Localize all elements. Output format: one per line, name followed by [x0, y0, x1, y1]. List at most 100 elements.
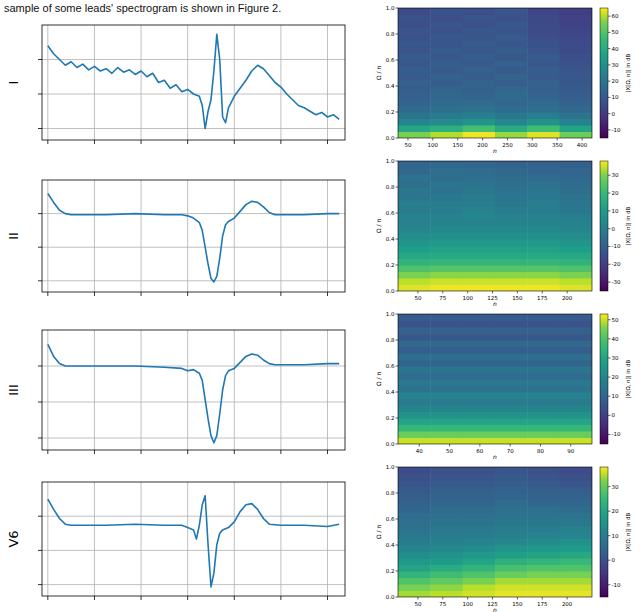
cell [495, 392, 528, 399]
tick [608, 113, 611, 114]
cell [463, 239, 496, 246]
cell [430, 233, 463, 240]
tick-label: 0 [612, 226, 616, 232]
cell [398, 21, 431, 28]
tick [407, 138, 408, 141]
tick [608, 434, 611, 435]
cell [398, 73, 431, 80]
colorbar-label: |X[Ω, n]| in dB [625, 53, 632, 92]
cell [560, 412, 592, 419]
tick-label: 0.8 [386, 184, 395, 190]
tick-label: 50 [446, 448, 453, 454]
cell [560, 314, 592, 321]
axis-label: Ω / π [375, 525, 382, 539]
tick [396, 571, 399, 572]
plot-frame [42, 482, 345, 596]
cell [430, 347, 463, 354]
cell [560, 73, 592, 80]
tick [517, 291, 518, 294]
tick [38, 128, 42, 129]
cell [398, 119, 431, 126]
tick [608, 32, 611, 33]
cell [463, 132, 496, 139]
cell [560, 571, 592, 578]
cell [398, 321, 431, 328]
cell [463, 353, 496, 360]
colorbar-label: |X[Ω, n]| in dB [625, 206, 632, 245]
tick-label: 0.6 [386, 210, 395, 216]
cell [398, 340, 431, 347]
tick [47, 450, 48, 454]
cell [463, 67, 496, 74]
cell [560, 493, 592, 500]
cell [463, 168, 496, 175]
cell [527, 21, 560, 28]
cell [527, 161, 560, 168]
cell [560, 467, 592, 474]
cell [495, 418, 528, 425]
cell [463, 181, 496, 188]
cell [527, 125, 560, 132]
cell [527, 539, 560, 546]
cell [463, 539, 496, 546]
tick-label: 20 [612, 508, 619, 514]
grid-line [280, 482, 281, 596]
cell [495, 259, 528, 266]
tick [608, 48, 611, 49]
cell [430, 526, 463, 533]
cell [398, 278, 431, 285]
cell [495, 207, 528, 214]
axis-label: n [493, 453, 497, 460]
tick [94, 292, 95, 296]
tick [187, 140, 188, 144]
tick [510, 444, 511, 447]
tick [608, 560, 611, 561]
cell [398, 366, 431, 373]
cell [527, 474, 560, 481]
cell [463, 187, 496, 194]
data-group [48, 496, 339, 587]
cell [495, 278, 528, 285]
cell [560, 106, 592, 113]
tick [396, 8, 399, 9]
tick [442, 597, 443, 600]
cell [495, 532, 528, 539]
tick-label: 80 [537, 448, 544, 454]
cell [463, 519, 496, 526]
tick [582, 138, 583, 141]
cell [527, 265, 560, 272]
tick [38, 550, 42, 551]
cell [430, 60, 463, 67]
tick [457, 138, 458, 141]
tick-label: 250 [502, 142, 513, 148]
cell [398, 28, 431, 35]
cell [527, 412, 560, 419]
cell [430, 161, 463, 168]
cell [527, 213, 560, 220]
tick [234, 140, 235, 144]
plot-frame [42, 180, 345, 292]
cell [430, 168, 463, 175]
line-panel: III [6, 330, 345, 454]
cell [560, 15, 592, 22]
tick [234, 292, 235, 296]
tick [280, 140, 281, 144]
cell [560, 474, 592, 481]
cell [430, 327, 463, 334]
cells [398, 161, 592, 291]
cell [398, 15, 431, 22]
tick-label: 0.2 [386, 568, 395, 574]
cell [463, 161, 496, 168]
cell [463, 285, 496, 292]
cell [527, 321, 560, 328]
cell [398, 80, 431, 87]
tick-label: 0.0 [386, 441, 395, 447]
cell [463, 99, 496, 106]
tick-label: 90 [567, 448, 574, 454]
tick-label: 70 [507, 448, 514, 454]
tick [396, 291, 399, 292]
cell [463, 246, 496, 253]
cell [463, 334, 496, 341]
cell [398, 578, 431, 585]
cell [430, 112, 463, 119]
